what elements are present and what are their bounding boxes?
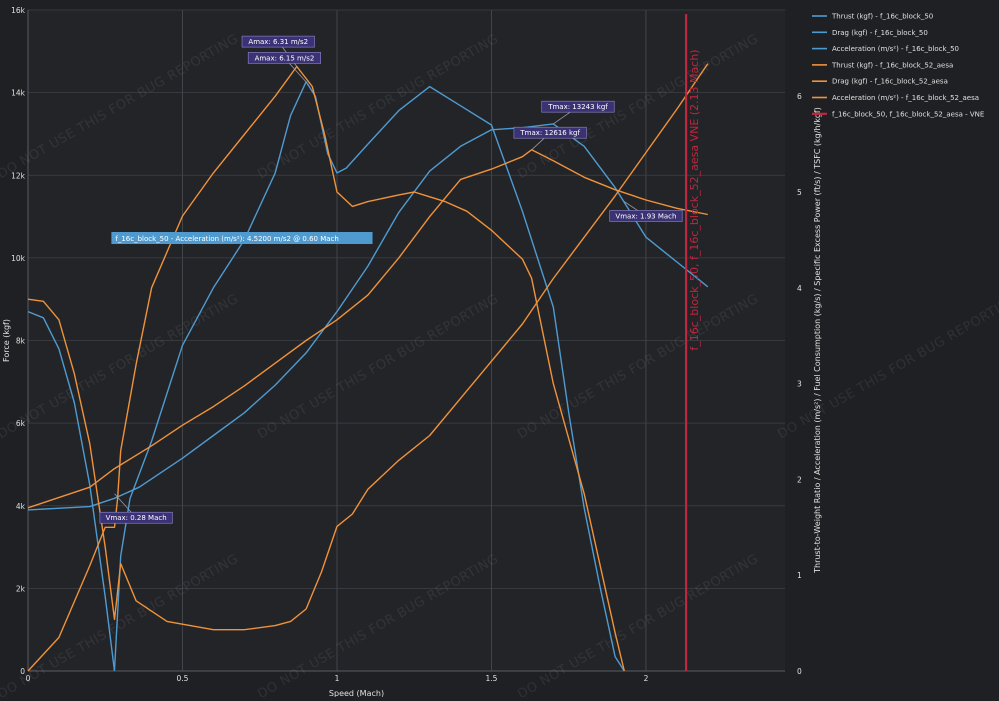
y-left-tick-label: 10k <box>11 254 26 263</box>
series-line <box>27 123 709 511</box>
y-left-axis-title: Force (kgf) <box>2 319 11 362</box>
y-right-tick-label: 3 <box>797 380 802 389</box>
legend-item-label: Thrust (kgf) - f_16c_block_52_aesa <box>831 61 953 69</box>
series-line <box>27 63 709 631</box>
annotation-box <box>99 511 173 524</box>
grid-lines <box>28 9 785 671</box>
y-left-tick-label: 0 <box>20 667 25 676</box>
annotation-text: Vmax: 0.28 Mach <box>106 514 167 522</box>
x-axis-title: Speed (Mach) <box>329 689 384 697</box>
annotation-layer: Amax: 6.31 m/s2 Amax: 6.15 m/s2 Tmax: 1324… <box>99 35 683 524</box>
x-tick-label: 0 <box>26 674 31 683</box>
annotation-box <box>241 35 315 48</box>
legend: Thrust (kgf) - f_16c_block_50 Drag (kgf) … <box>812 13 984 118</box>
series-line <box>27 310 116 672</box>
y-left-tick-label: 16k <box>11 6 26 15</box>
annotation-box <box>609 210 683 222</box>
y-right-tick-label: 2 <box>797 475 802 484</box>
annotation-box <box>247 52 322 64</box>
annotation-text: Tmax: 12616 kgf <box>519 129 580 137</box>
series-line <box>27 149 708 509</box>
legend-item-label: Drag (kgf) - f_16c_block_50 <box>832 29 928 37</box>
y-left-tick-label: 6k <box>16 419 26 428</box>
y-right-tick-label: 0 <box>797 667 802 676</box>
vne-label: f_16c_block_50, f_16c_block_52_aesa VNE … <box>688 49 701 350</box>
annotation-text: Amax: 6.15 m/s2 <box>255 54 315 62</box>
y-right-tick-label: 1 <box>797 571 802 580</box>
annotation-text: Tmax: 13243 kgf <box>547 103 608 111</box>
legend-item-label: Acceleration (m/s²) - f_16c_block_50 <box>832 45 959 53</box>
y-left-tick-label: 12k <box>11 171 26 180</box>
y-left-tick-label: 4k <box>16 502 26 511</box>
annotation-text: Vmax: 1.93 Mach <box>615 212 676 220</box>
y-right-tick-label: 6 <box>797 92 802 101</box>
y-right-tick-label: 5 <box>797 188 802 197</box>
hover-label-box <box>111 231 373 244</box>
annotation-box <box>513 126 587 139</box>
x-tick-label: 0.5 <box>177 674 189 683</box>
annotation-text: Amax: 6.31 m/s2 <box>248 38 308 46</box>
series-layer <box>27 14 709 672</box>
watermark-text: DO NOT USE THIS FOR BUG REPORTING <box>775 292 999 443</box>
legend-item-label: Thrust (kgf) - f_16c_block_50 <box>831 13 933 21</box>
series-line <box>113 81 625 672</box>
legend-item-label: Drag (kgf) - f_16c_block_52_aesa <box>832 78 948 86</box>
hover-label-text: f_16c_block_50 - Acceleration (m/s²): 4.… <box>115 235 338 243</box>
legend-item-label: f_16c_block_50, f_16c_block_52_aesa - VN… <box>832 110 984 118</box>
series-line <box>27 65 625 672</box>
y-right-axis-title: Thrust-to-Weight Ratio / Acceleration (m… <box>813 107 822 574</box>
x-tick-label: 1 <box>335 674 340 683</box>
y-right-tick-label: 4 <box>797 284 802 293</box>
x-tick-label: 2 <box>644 674 649 683</box>
legend-item-label: Acceleration (m/s²) - f_16c_block_52_aes… <box>832 94 979 102</box>
y-left-tick-label: 2k <box>16 584 26 593</box>
y-left-tick-label: 8k <box>16 337 26 346</box>
x-tick-label: 1.5 <box>486 674 498 683</box>
annotation-box <box>541 100 615 113</box>
y-left-tick-label: 14k <box>11 89 26 98</box>
